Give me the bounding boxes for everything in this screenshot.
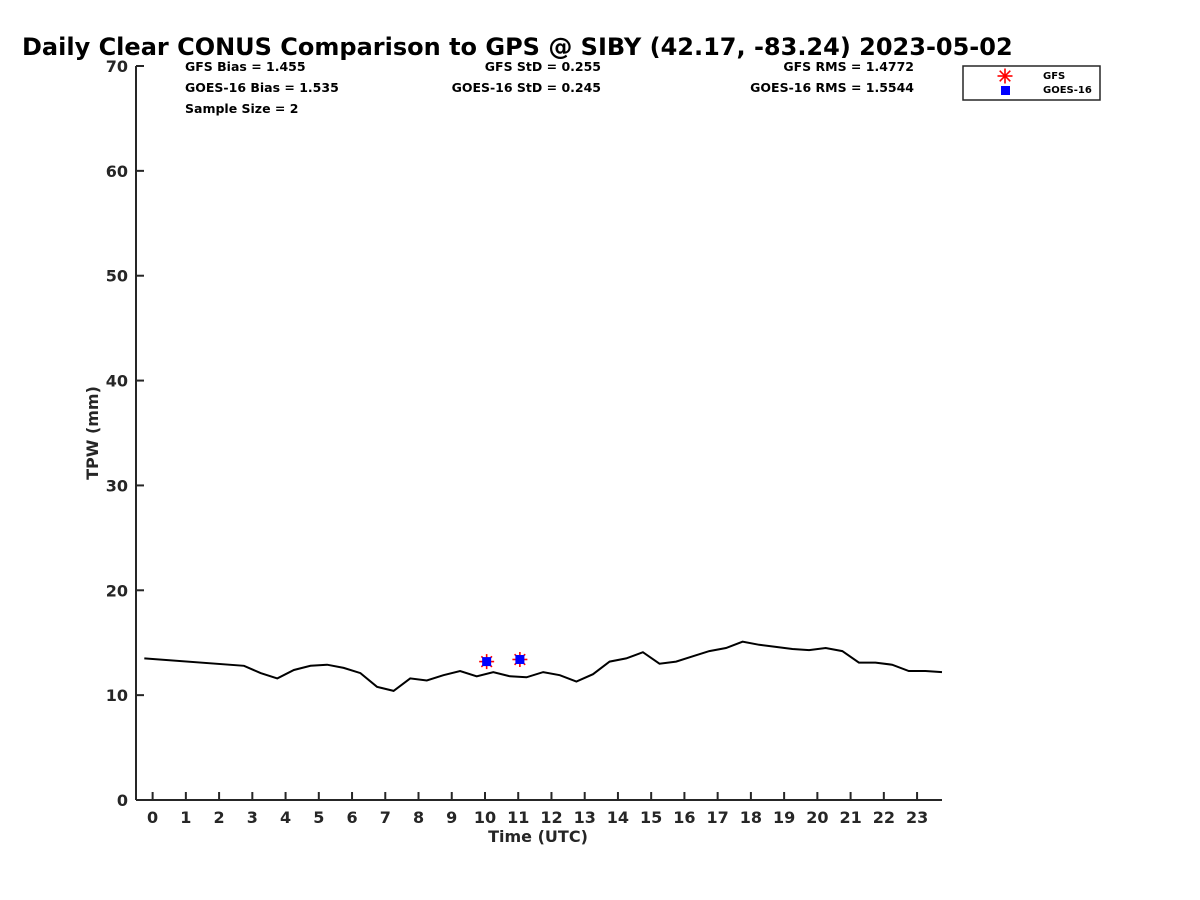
legend-gfs-label: GFS bbox=[1043, 71, 1065, 82]
x-tick-label: 20 bbox=[806, 808, 828, 827]
x-tick-label: 14 bbox=[607, 808, 629, 827]
y-ticks: 0 10 20 30 40 50 60 70 bbox=[106, 57, 144, 810]
goes-16-point bbox=[482, 657, 492, 667]
sample-size-stat: Sample Size = 2 bbox=[185, 101, 298, 116]
goes-bias-stat: GOES-16 Bias = 1.535 bbox=[185, 80, 339, 95]
legend-goes-label: GOES-16 bbox=[1043, 85, 1092, 96]
x-tick-label: 6 bbox=[346, 808, 357, 827]
y-tick-label: 0 bbox=[117, 791, 128, 810]
x-tick-label: 5 bbox=[313, 808, 324, 827]
y-axis-label: TPW (mm) bbox=[83, 386, 102, 480]
x-tick-label: 22 bbox=[873, 808, 895, 827]
x-tick-label: 18 bbox=[740, 808, 762, 827]
x-tick-label: 4 bbox=[280, 808, 291, 827]
x-tick-label: 8 bbox=[413, 808, 424, 827]
legend-box bbox=[962, 65, 1101, 101]
x-tick-label: 10 bbox=[474, 808, 496, 827]
y-tick-label: 60 bbox=[106, 162, 128, 181]
x-tick-label: 13 bbox=[574, 808, 596, 827]
goes-16-point bbox=[515, 654, 525, 664]
x-tick-label: 1 bbox=[180, 808, 191, 827]
x-tick-label: 23 bbox=[906, 808, 928, 827]
x-tick-label: 2 bbox=[214, 808, 225, 827]
legend: GFS GOES-16 bbox=[962, 65, 1101, 101]
y-tick-label: 40 bbox=[106, 372, 128, 391]
y-tick-label: 20 bbox=[106, 581, 128, 600]
x-tick-label: 17 bbox=[707, 808, 729, 827]
x-tick-label: 3 bbox=[247, 808, 258, 827]
x-tick-label: 7 bbox=[380, 808, 391, 827]
x-ticks: 0 1 2 3 4 5 6 7 8 9 10 11 12 13 14 15 16 17 18 19 20 21 22 23 bbox=[147, 792, 928, 827]
x-tick-label: 15 bbox=[640, 808, 662, 827]
x-axis-label: Time (UTC) bbox=[488, 827, 588, 846]
x-tick-label: 16 bbox=[673, 808, 695, 827]
y-tick-label: 70 bbox=[106, 57, 128, 76]
y-tick-label: 10 bbox=[106, 686, 128, 705]
x-tick-label: 0 bbox=[147, 808, 158, 827]
axes bbox=[135, 66, 942, 801]
legend-goes-square bbox=[1001, 86, 1010, 95]
x-tick-label: 21 bbox=[839, 808, 861, 827]
gfs-std-stat: GFS StD = 0.255 bbox=[485, 59, 601, 74]
y-tick-label: 30 bbox=[106, 476, 128, 495]
plot-area bbox=[144, 640, 943, 692]
stats-block: GFS Bias = 1.455 GOES-16 Bias = 1.535 Sa… bbox=[185, 59, 914, 116]
x-tick-label: 19 bbox=[773, 808, 795, 827]
goes-std-stat: GOES-16 StD = 0.245 bbox=[452, 80, 601, 95]
x-tick-label: 9 bbox=[446, 808, 457, 827]
y-tick-label: 50 bbox=[106, 267, 128, 286]
gps-tpw-line bbox=[144, 640, 943, 692]
gfs-rms-stat: GFS RMS = 1.4772 bbox=[783, 59, 914, 74]
gfs-bias-stat: GFS Bias = 1.455 bbox=[185, 59, 306, 74]
x-tick-label: 12 bbox=[540, 808, 562, 827]
legend-goes-marker bbox=[1001, 86, 1010, 95]
legend-gfs-asterisk bbox=[997, 68, 1013, 84]
legend-gfs-marker bbox=[997, 68, 1013, 84]
chart-title: Daily Clear CONUS Comparison to GPS @ SI… bbox=[22, 33, 1013, 61]
goes-rms-stat: GOES-16 RMS = 1.5544 bbox=[750, 80, 914, 95]
x-tick-label: 11 bbox=[507, 808, 529, 827]
